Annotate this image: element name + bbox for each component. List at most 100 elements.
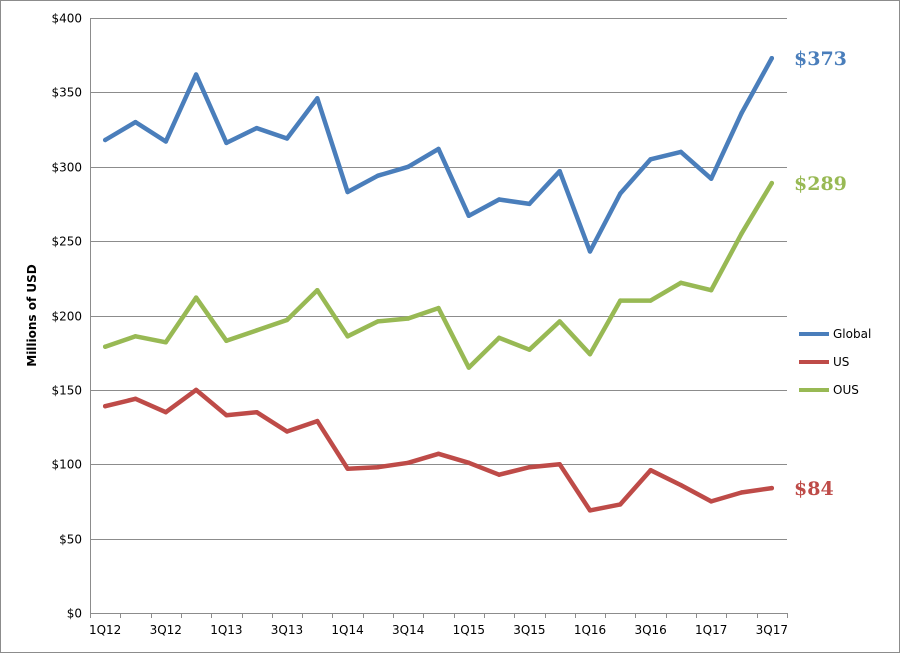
- data-point-ous: [133, 334, 138, 339]
- data-point-ous: [345, 334, 350, 339]
- data-point-ous: [193, 295, 199, 300]
- y-tick-label: $250: [51, 235, 82, 249]
- data-point-global: [709, 176, 714, 181]
- data-point-ous: [375, 319, 381, 324]
- data-point-global: [648, 157, 653, 162]
- x-tick-label: 3Q15: [513, 623, 545, 637]
- data-point-us: [527, 465, 532, 470]
- data-point-ous: [436, 305, 441, 311]
- axes: $0 $50 $100 $150 $200 $250 $300 $350 $400 1Q12 3Q1…: [51, 12, 788, 638]
- y-tick-label: $150: [51, 384, 82, 398]
- data-point-global: [315, 96, 320, 101]
- data-point-global: [466, 213, 471, 218]
- data-point-us: [406, 460, 411, 465]
- data-point-us: [618, 502, 623, 507]
- data-point-us: [315, 418, 320, 424]
- data-point-global: [739, 111, 744, 116]
- y-axis-title: Millions of USD: [25, 264, 39, 367]
- data-point-ous: [618, 298, 623, 303]
- data-point-global: [557, 169, 562, 174]
- data-point-ous: [103, 344, 108, 349]
- data-point-global: [224, 140, 229, 146]
- data-point-ous: [254, 328, 259, 333]
- data-point-ous: [587, 352, 593, 357]
- data-point-global: [587, 249, 593, 254]
- data-point-us: [678, 482, 684, 488]
- data-point-us: [648, 468, 653, 473]
- series-line-us: [102, 387, 775, 513]
- data-point-ous: [466, 365, 471, 370]
- data-point-global: [163, 139, 168, 144]
- data-point-us: [345, 466, 350, 471]
- data-point-us: [103, 404, 108, 409]
- data-point-global: [618, 191, 623, 196]
- data-point-global: [496, 197, 502, 202]
- data-point-ous: [557, 319, 562, 324]
- data-point-us: [557, 462, 562, 467]
- y-tick-label: $200: [51, 310, 82, 324]
- x-tick-label: 1Q12: [89, 623, 121, 637]
- data-point-ous: [496, 335, 502, 340]
- x-tick-label: 3Q12: [150, 623, 182, 637]
- x-tick-label: 1Q16: [574, 623, 606, 637]
- data-point-us: [436, 451, 441, 456]
- data-point-ous: [648, 298, 653, 303]
- x-tick-label: 1Q13: [210, 623, 242, 637]
- data-point-global: [527, 201, 532, 207]
- x-tick-label: 1Q17: [695, 623, 727, 637]
- data-point-ous: [527, 347, 532, 352]
- y-tick-label: $300: [51, 161, 82, 175]
- data-point-global: [103, 137, 108, 143]
- end-label-ous: $289: [794, 173, 847, 195]
- x-tick-label: 3Q17: [756, 623, 788, 637]
- data-point-us: [254, 410, 259, 415]
- data-point-global: [436, 146, 441, 152]
- x-tick-label: 1Q14: [331, 623, 363, 637]
- data-point-global: [375, 173, 381, 178]
- legend-label-ous: OUS: [833, 383, 859, 397]
- legend-label-us: US: [833, 355, 849, 369]
- y-tick-label: $100: [51, 458, 82, 472]
- data-point-global: [345, 189, 350, 195]
- data-point-us: [769, 485, 774, 491]
- series-lines: [102, 55, 775, 513]
- data-point-ous: [678, 280, 684, 285]
- end-label-global: $373: [794, 48, 847, 70]
- data-point-ous: [284, 317, 290, 323]
- x-tick-label: 3Q16: [634, 623, 666, 637]
- data-point-global: [678, 149, 684, 155]
- end-label-us: $84: [794, 478, 834, 500]
- data-point-us: [375, 465, 381, 470]
- x-tick-label: 3Q14: [392, 623, 424, 637]
- data-point-global: [193, 72, 199, 77]
- data-point-ous: [739, 231, 744, 236]
- data-point-us: [709, 499, 714, 504]
- data-point-us: [587, 508, 593, 513]
- legend-label-global: Global: [833, 327, 871, 341]
- y-tick-label: $400: [51, 12, 82, 26]
- data-point-global: [769, 56, 774, 61]
- data-point-ous: [406, 316, 411, 321]
- series-line-ous: [102, 180, 775, 370]
- data-point-global: [254, 125, 259, 131]
- data-point-us: [496, 472, 502, 477]
- end-labels: $373 $84 $289: [794, 48, 847, 500]
- y-tick-label: $350: [51, 86, 82, 100]
- data-point-us: [466, 460, 471, 465]
- data-point-global: [406, 164, 411, 169]
- data-point-us: [224, 413, 229, 418]
- data-point-global: [284, 136, 290, 141]
- legend: Global US OUS: [799, 327, 871, 397]
- data-point-ous: [769, 180, 774, 186]
- data-point-ous: [315, 288, 320, 293]
- data-point-us: [193, 387, 199, 393]
- y-tick-label: $0: [67, 607, 82, 621]
- x-tick-label: 1Q15: [453, 623, 485, 637]
- data-point-ous: [709, 288, 714, 293]
- gridlines: [90, 18, 787, 540]
- data-point-us: [163, 410, 168, 415]
- data-point-us: [133, 396, 138, 401]
- data-point-us: [739, 490, 744, 495]
